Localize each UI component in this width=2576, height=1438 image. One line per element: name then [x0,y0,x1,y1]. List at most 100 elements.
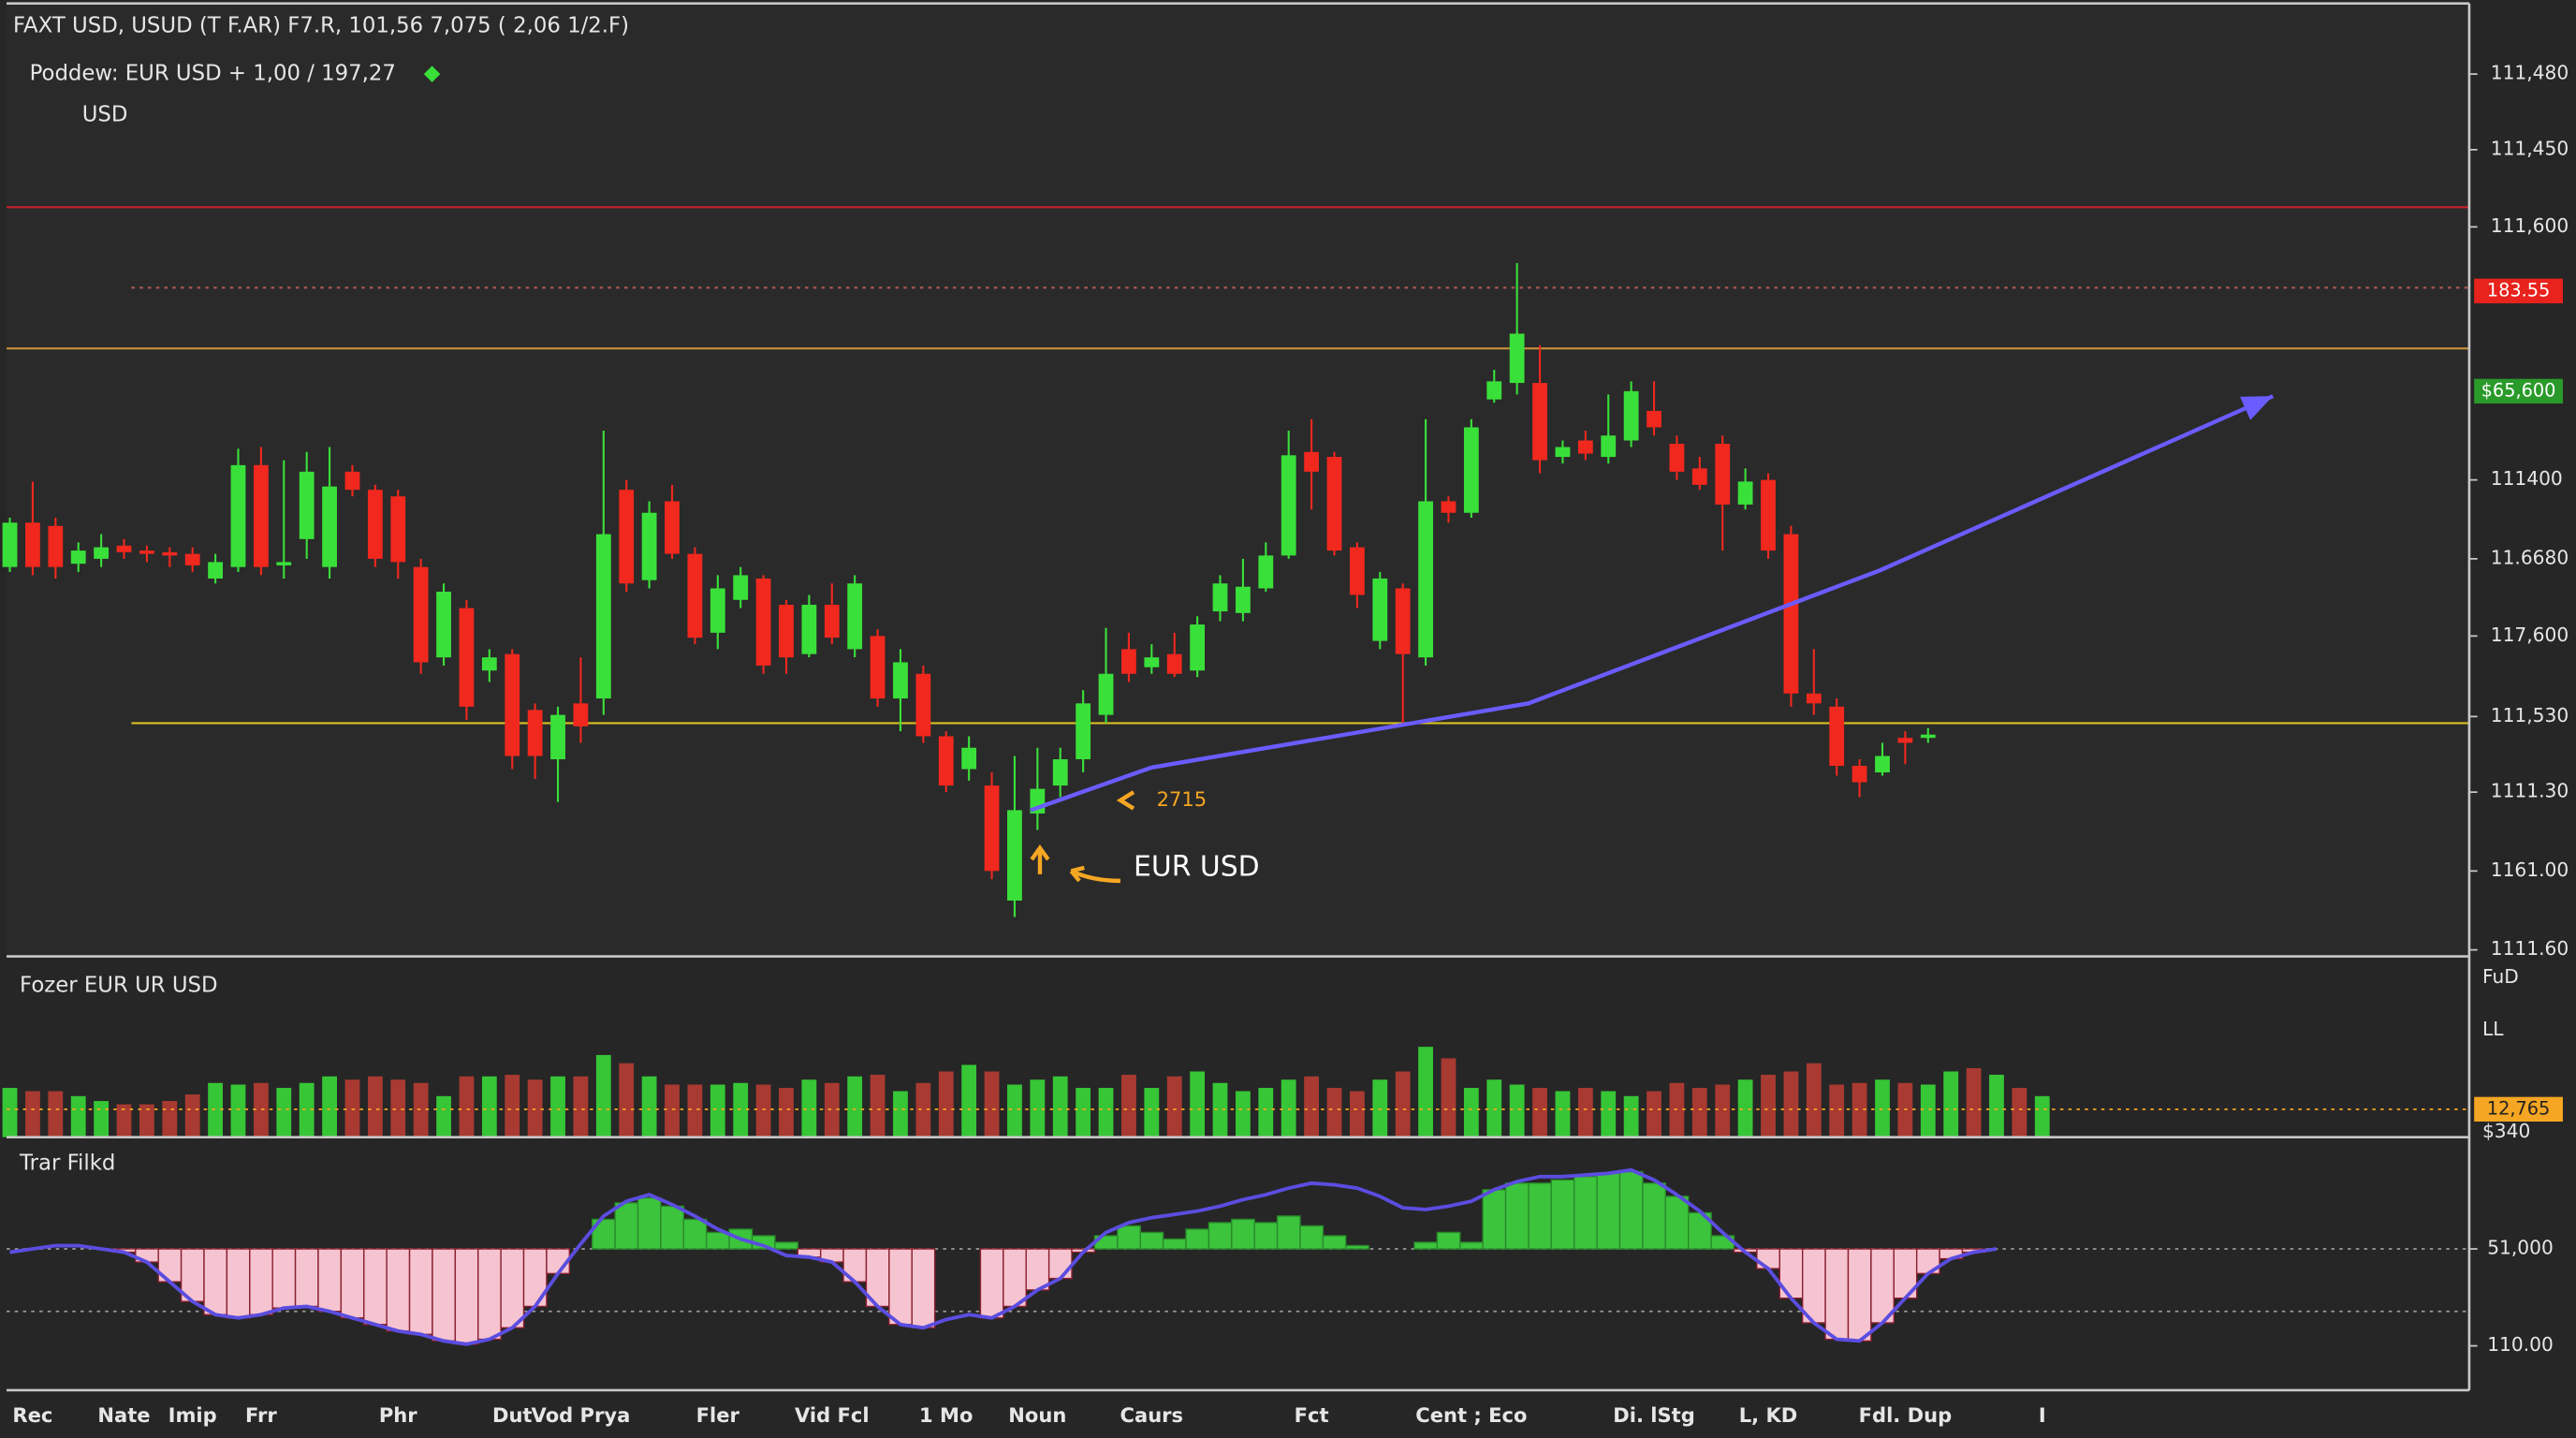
y-tick-label: 111,600 [2491,214,2569,237]
volume-bar [1715,1084,1731,1137]
candle-body [253,464,269,567]
annotation-arrow [1030,844,1050,874]
candle-body [550,714,565,759]
candle-body [1098,673,1114,715]
histogram-bar [1413,1241,1439,1250]
candle-body [1236,586,1251,613]
candle-body [1737,481,1753,505]
histogram-bar [705,1231,730,1250]
volume-bar [1144,1088,1160,1137]
candle-body [1349,547,1365,595]
panel-title: Trar Filkd [19,1151,115,1175]
histogram-bar [614,1202,639,1250]
volume-bar [208,1082,223,1137]
volume-bar [1943,1071,1959,1137]
histogram-bar [454,1248,479,1345]
candle-body [2,522,18,567]
candle-body [1486,381,1502,400]
x-tick-label: Imip [168,1403,217,1427]
volume-bar [1691,1088,1707,1137]
volume-bar [550,1076,565,1137]
volume-bar [2034,1095,2050,1137]
candle-body [961,747,977,770]
histogram-bar [1528,1182,1553,1250]
volume-bar [1441,1058,1456,1137]
candle-body [1372,578,1388,641]
volume-bar [481,1076,497,1137]
histogram-bar [774,1241,798,1250]
histogram-bar [340,1248,365,1319]
histogram-bar [1596,1172,1621,1250]
histogram-bar [1824,1248,1850,1341]
candle-body [1144,657,1160,668]
volume-bar [1783,1071,1799,1137]
histogram-bar [386,1248,411,1332]
price-badge [2474,278,2563,303]
volume-bar [870,1074,886,1137]
annotation-label: EUR USD [1134,850,1260,883]
histogram-bar [1504,1182,1530,1250]
histogram-bar [1322,1235,1347,1250]
histogram-bar [911,1248,936,1328]
volume-bar [1647,1091,1661,1137]
candle-body [413,566,429,663]
candle-body [915,673,931,737]
histogram-bar [1276,1215,1301,1250]
candle-body [801,605,817,654]
histogram-bar [1162,1238,1187,1250]
histogram-bar [203,1248,228,1315]
x-tick-label: Fler [696,1403,740,1427]
candle-body [276,562,292,565]
volume-bar [2,1088,18,1137]
x-tick-label: Vod Prya [532,1403,631,1427]
volume-bar [94,1101,110,1137]
volume-bar [710,1084,725,1137]
volume-bar [687,1084,703,1137]
annotation-arrow [1069,865,1120,884]
volume-bar [1236,1091,1251,1137]
price-badge [2474,1096,2563,1122]
volume-bar [1326,1088,1342,1137]
volume-bar [367,1076,383,1137]
volume-bar [1258,1088,1274,1137]
volume-bar [1532,1088,1547,1137]
candle-body [1532,383,1547,461]
candle-body [1463,427,1479,513]
volume-bar [1920,1084,1936,1137]
volume-bar [1052,1076,1068,1137]
volume-bar [116,1104,132,1137]
volume-bar [25,1091,40,1137]
volume-bar [779,1088,794,1137]
x-tick-label: I [2039,1403,2046,1427]
candle-body [1783,534,1799,694]
candle-body [755,578,771,666]
histogram-bar [1618,1170,1644,1250]
x-tick-label: Dut [492,1403,533,1427]
price-badge-label: 12,765 [2487,1097,2551,1119]
volume-bar [230,1084,246,1137]
candle-body [162,551,178,556]
histogram-bar [271,1248,297,1309]
volume-bar [1030,1079,1046,1137]
y-tick-label: 1111.30 [2491,780,2569,802]
candle-body [1052,759,1068,786]
histogram-bar [1870,1248,1895,1324]
y-tick-label: 1111.60 [2491,937,2569,960]
volume-bar [1121,1074,1136,1137]
volume-bar [1212,1082,1228,1137]
histogram-bar [1047,1248,1073,1280]
volume-bar [801,1079,817,1137]
volume-bar [1601,1091,1617,1137]
candle-body [595,534,611,699]
candle-body [1121,649,1136,674]
candle-body [481,657,497,671]
candle-body [733,575,749,600]
volume-bar [1190,1071,1206,1137]
candle-body [824,605,840,638]
trend-arrowhead [2240,396,2274,420]
candle-body [1691,468,1707,485]
oscillator-line [9,1167,1998,1346]
volume-bar [184,1094,200,1137]
candle-body [367,490,383,559]
y-tick-label: 117,600 [2491,624,2569,646]
